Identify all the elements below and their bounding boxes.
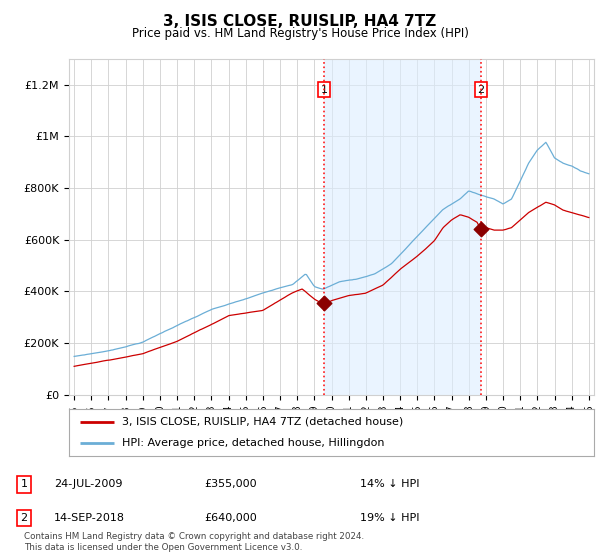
Point xyxy=(476,225,486,234)
Text: 1: 1 xyxy=(320,85,328,95)
Text: 3, ISIS CLOSE, RUISLIP, HA4 7TZ (detached house): 3, ISIS CLOSE, RUISLIP, HA4 7TZ (detache… xyxy=(121,417,403,427)
Point xyxy=(319,298,329,307)
Text: Contains HM Land Registry data © Crown copyright and database right 2024.
This d: Contains HM Land Registry data © Crown c… xyxy=(24,532,364,552)
Text: 14% ↓ HPI: 14% ↓ HPI xyxy=(360,479,419,489)
Bar xyxy=(324,59,481,395)
Text: 2: 2 xyxy=(478,85,484,95)
Text: 3, ISIS CLOSE, RUISLIP, HA4 7TZ: 3, ISIS CLOSE, RUISLIP, HA4 7TZ xyxy=(163,14,437,29)
Text: HPI: Average price, detached house, Hillingdon: HPI: Average price, detached house, Hill… xyxy=(121,438,384,448)
Text: 1: 1 xyxy=(20,479,28,489)
Text: 2: 2 xyxy=(20,513,28,523)
Text: 14-SEP-2018: 14-SEP-2018 xyxy=(54,513,125,523)
Text: 19% ↓ HPI: 19% ↓ HPI xyxy=(360,513,419,523)
Text: £355,000: £355,000 xyxy=(204,479,257,489)
Text: £640,000: £640,000 xyxy=(204,513,257,523)
Text: 24-JUL-2009: 24-JUL-2009 xyxy=(54,479,122,489)
Text: Price paid vs. HM Land Registry's House Price Index (HPI): Price paid vs. HM Land Registry's House … xyxy=(131,27,469,40)
